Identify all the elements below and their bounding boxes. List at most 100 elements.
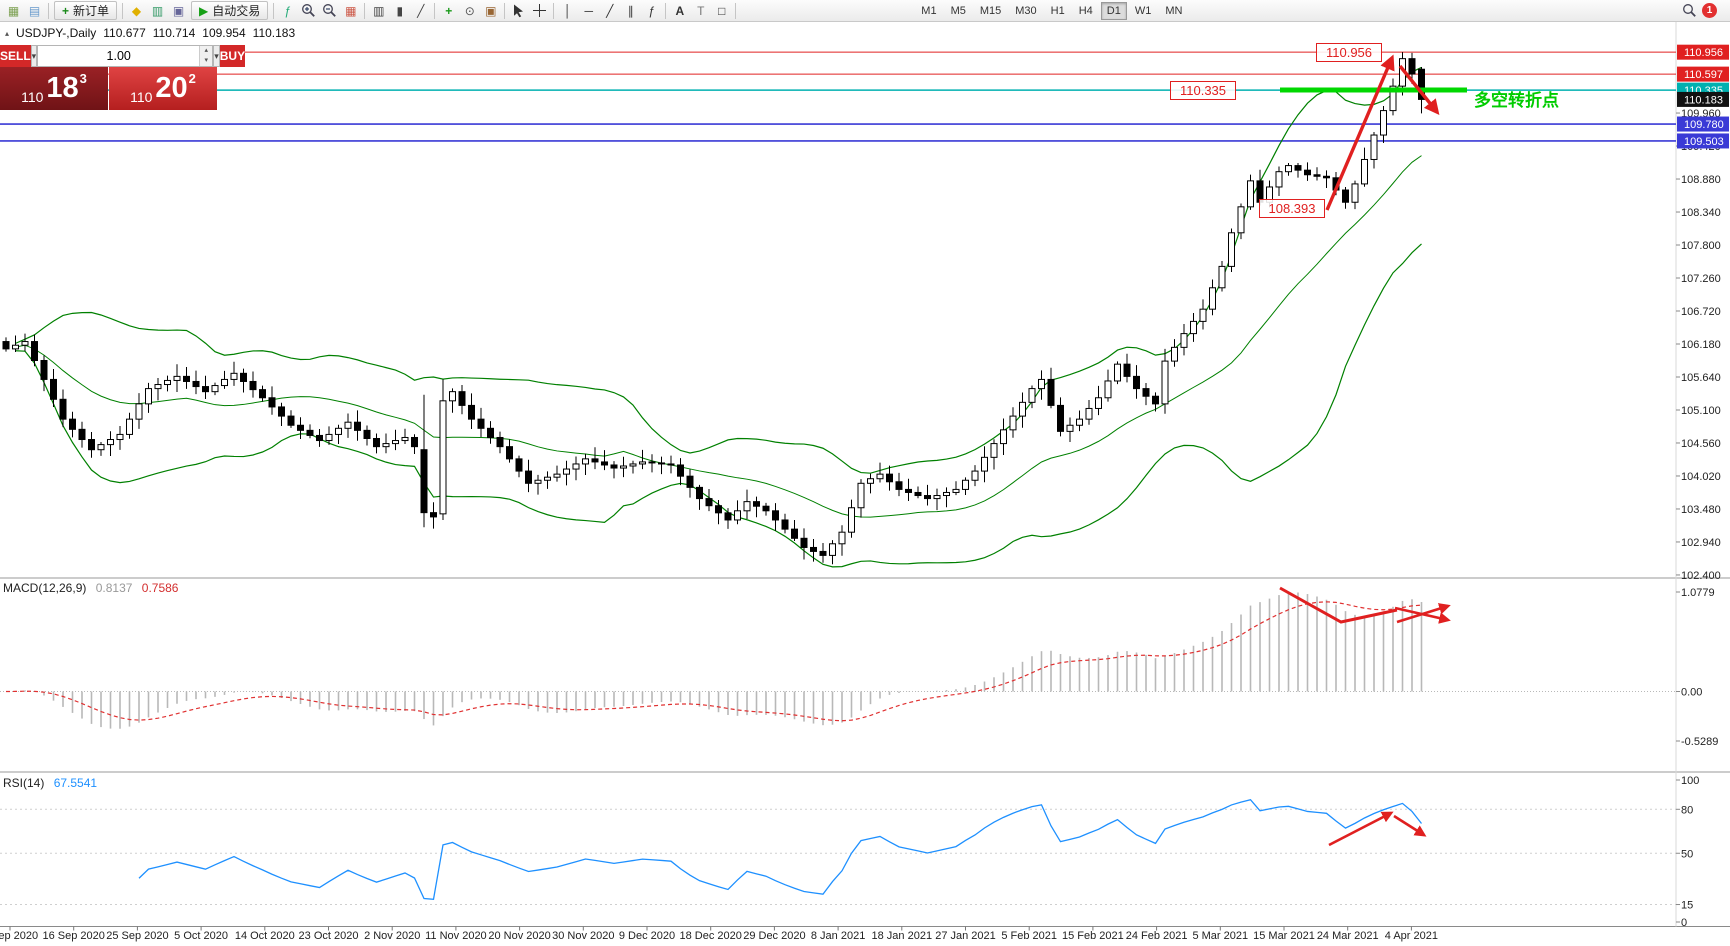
candle bbox=[943, 491, 950, 497]
rsi-trend-arrow[interactable] bbox=[1328, 811, 1394, 847]
zoom-in-icon[interactable] bbox=[298, 2, 319, 20]
candle bbox=[810, 546, 817, 552]
candle bbox=[287, 415, 295, 426]
horizontal-line-icon[interactable]: ─ bbox=[578, 2, 599, 20]
candle bbox=[477, 418, 485, 429]
price-tag-value: 110.956 bbox=[1684, 47, 1723, 59]
rsi-value: 67.5541 bbox=[53, 776, 98, 790]
candle bbox=[1370, 134, 1378, 160]
candle bbox=[1085, 407, 1093, 420]
notification-badge[interactable]: 1 bbox=[1702, 3, 1717, 18]
date-axis-label: 8 Jan 2021 bbox=[811, 930, 865, 942]
pullback-arrow[interactable] bbox=[1398, 64, 1440, 115]
new-order-button[interactable]: + 新订单 bbox=[54, 1, 118, 20]
sell-price-sup: 3 bbox=[79, 71, 87, 86]
buy-options-caret-icon[interactable]: ▾ bbox=[213, 45, 220, 67]
candle bbox=[487, 427, 494, 438]
candle bbox=[734, 510, 741, 521]
date-axis-label: 18 Jan 2021 bbox=[872, 930, 933, 942]
add-indicator-icon[interactable]: + bbox=[438, 2, 459, 20]
cursor-icon[interactable] bbox=[508, 2, 529, 20]
candle bbox=[12, 344, 19, 350]
candle bbox=[591, 458, 599, 463]
candle bbox=[962, 479, 969, 490]
timeframe-d1[interactable]: D1 bbox=[1100, 1, 1127, 20]
bollinger-middle-band bbox=[15, 155, 1422, 518]
price-axis-label: 108.340 bbox=[1681, 207, 1721, 219]
lot-spinner: ▴ ▾ bbox=[199, 46, 213, 66]
zoom-out-icon[interactable] bbox=[319, 2, 340, 20]
chart-profiles-icon[interactable]: ▤ bbox=[24, 2, 45, 20]
timeframe-m30[interactable]: M30 bbox=[1009, 2, 1042, 20]
market-watch-icon[interactable]: ▥ bbox=[147, 2, 168, 20]
candle bbox=[1209, 287, 1216, 310]
period-icon[interactable]: ⊙ bbox=[459, 2, 480, 20]
price-axis-label: 103.480 bbox=[1681, 504, 1721, 516]
trendline-icon[interactable]: ╱ bbox=[599, 2, 620, 20]
candle bbox=[1228, 232, 1235, 267]
shapes-icon[interactable]: □ bbox=[711, 2, 732, 20]
vertical-line-icon[interactable]: │ bbox=[557, 2, 578, 20]
macd-trend-line[interactable] bbox=[1279, 586, 1398, 624]
price-tag bbox=[1677, 133, 1729, 149]
uptrend-arrow[interactable] bbox=[1325, 54, 1395, 211]
crosshair-icon[interactable] bbox=[529, 2, 550, 20]
indicators-icon[interactable]: ƒ bbox=[277, 2, 298, 20]
autotrading-button[interactable]: ▶ 自动交易 bbox=[191, 1, 269, 20]
fibonacci-icon[interactable]: ƒ bbox=[641, 2, 662, 20]
candle bbox=[21, 341, 29, 346]
lot-decrease-button[interactable]: ▾ bbox=[200, 56, 213, 66]
text-icon[interactable]: A bbox=[669, 2, 690, 20]
timeframe-w1[interactable]: W1 bbox=[1129, 2, 1158, 20]
sell-button[interactable]: SELL bbox=[0, 45, 31, 67]
new-chart-icon[interactable]: ▦ bbox=[3, 2, 24, 20]
sell-price[interactable]: 110 18 3 bbox=[0, 67, 108, 110]
channel-icon[interactable]: ∥ bbox=[620, 2, 641, 20]
sell-options-caret-icon[interactable]: ▾ bbox=[30, 45, 38, 67]
timeframe-mn[interactable]: MN bbox=[1159, 2, 1188, 20]
timeframe-m5[interactable]: M5 bbox=[945, 2, 972, 20]
macd-indicator-label: MACD(12,26,9) 0.8137 0.7586 bbox=[3, 581, 178, 595]
timeframe-h1[interactable]: H1 bbox=[1045, 2, 1071, 20]
macd-arrow-up[interactable] bbox=[1396, 603, 1451, 624]
candle bbox=[601, 461, 608, 466]
macd-signal-value: 0.7586 bbox=[141, 581, 179, 595]
buy-price-base: 110 bbox=[130, 89, 153, 105]
candle bbox=[924, 495, 931, 500]
candle bbox=[411, 436, 418, 448]
lot-increase-button[interactable]: ▴ bbox=[200, 46, 213, 56]
rsi-pullback-arrow[interactable] bbox=[1393, 814, 1427, 837]
metaeditor-icon[interactable]: ◆ bbox=[126, 2, 147, 20]
candle bbox=[192, 380, 200, 388]
candle bbox=[354, 421, 361, 431]
candle bbox=[886, 473, 893, 483]
price-axis-label: 105.640 bbox=[1681, 372, 1721, 384]
timeframe-m15[interactable]: M15 bbox=[974, 2, 1007, 20]
lot-size-input[interactable] bbox=[38, 46, 200, 66]
data-window-icon[interactable]: ▣ bbox=[168, 2, 189, 20]
bar-chart-icon[interactable]: ▥ bbox=[368, 2, 389, 20]
text-label-icon[interactable]: T bbox=[690, 2, 711, 20]
candle bbox=[914, 491, 922, 497]
buy-price[interactable]: 110 20 2 bbox=[109, 67, 217, 110]
turning-point-text[interactable]: 多空转折点 bbox=[1474, 91, 1559, 110]
search-icon[interactable] bbox=[1679, 2, 1700, 20]
template-icon[interactable]: ▣ bbox=[480, 2, 501, 20]
swing-low-annotation[interactable]: 108.393 bbox=[1259, 199, 1325, 218]
date-axis-label: 20 Nov 2020 bbox=[488, 930, 550, 942]
line-chart-icon[interactable]: ╱ bbox=[410, 2, 431, 20]
candle bbox=[1304, 169, 1311, 176]
candle bbox=[705, 498, 713, 507]
tile-windows-icon[interactable]: ▦ bbox=[340, 2, 361, 20]
buy-button[interactable]: BUY bbox=[219, 45, 246, 67]
timeframe-h4[interactable]: H4 bbox=[1073, 2, 1099, 20]
timeframe-m1[interactable]: M1 bbox=[915, 2, 942, 20]
breakout-price-annotation[interactable]: 110.335 bbox=[1170, 81, 1236, 100]
candle bbox=[1285, 165, 1292, 173]
candle bbox=[135, 403, 143, 420]
collapse-panel-icon[interactable]: ▴ bbox=[5, 28, 10, 38]
candlestick-chart-icon[interactable]: ▮ bbox=[389, 2, 410, 20]
peak-price-annotation[interactable]: 110.956 bbox=[1316, 43, 1382, 62]
price-axis-label: 107.800 bbox=[1681, 240, 1721, 252]
